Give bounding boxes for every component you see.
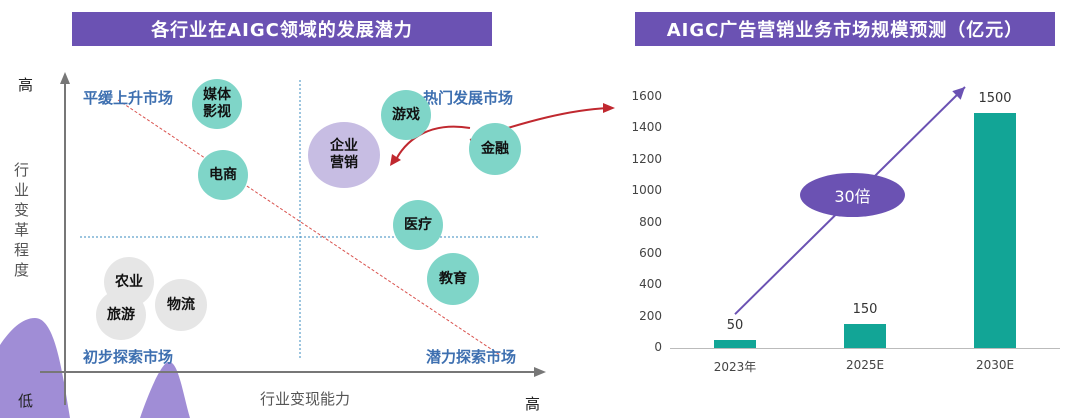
y-axis-label: 行 业 变 革 程 度 (14, 161, 32, 279)
y-tick-label: 1200 (631, 151, 662, 166)
bar-2023年 (714, 340, 756, 348)
curved-arrow-head (390, 154, 401, 166)
y-low-label: 低 (18, 392, 34, 410)
bubble-enterprise-marketing: 企业 营销 (308, 122, 380, 188)
y-tick-label: 400 (639, 277, 662, 292)
growth-annotation: 30倍 (800, 173, 905, 217)
bubble-game: 游戏 (381, 90, 431, 140)
bar-2030E (974, 112, 1016, 348)
y-axis-arrow (60, 72, 70, 84)
right-title-banner: AIGC广告营销业务市场规模预测（亿元） (635, 12, 1055, 46)
bubble-logistics: 物流 (155, 279, 207, 331)
y-tick-label: 1400 (631, 120, 662, 135)
decorative-wave-1 (0, 318, 70, 418)
bar-2025E (844, 324, 886, 348)
y-tick-label: 200 (639, 308, 662, 323)
x-tick-label: 2023年 (713, 360, 757, 374)
x-tick-label: 2025E (845, 358, 885, 372)
x-tick-label: 2030E (975, 358, 1015, 372)
link-arrow-head (603, 103, 615, 113)
quadrant-top-right-label: 热门发展市场 (423, 89, 514, 107)
bubble-ecommerce: 电商 (198, 150, 248, 200)
bar-value-label: 50 (726, 318, 744, 334)
decorative-wave-2 (140, 361, 190, 418)
bubble-finance: 金融 (469, 123, 521, 175)
trend-diagonal (117, 99, 501, 356)
y-tick-label: 1600 (631, 89, 662, 103)
y-tick-label: 800 (639, 214, 662, 229)
bar-value-label: 1500 (978, 90, 1012, 106)
x-high-label: 高 (525, 395, 541, 413)
y-tick-label: 600 (639, 245, 662, 260)
x-axis-baseline (670, 348, 1060, 349)
y-tick-label: 1000 (631, 183, 662, 198)
quadrant-bottom-right-label: 潜力探索市场 (426, 348, 517, 366)
quadrant-bottom-left-label: 初步探索市场 (83, 348, 174, 366)
y-tick-label: 0 (654, 340, 662, 354)
bubble-medical: 医疗 (393, 200, 443, 250)
quadrant-top-left-label: 平缓上升市场 (83, 89, 174, 107)
bar-value-label: 150 (852, 302, 878, 318)
x-axis-arrow (534, 367, 546, 377)
bubble-education: 教育 (427, 253, 479, 305)
bubble-tourism: 旅游 (96, 290, 146, 340)
y-high-label: 高 (18, 76, 34, 94)
left-title-banner: 各行业在AIGC领域的发展潜力 (72, 12, 492, 46)
bubble-media: 媒体 影视 (192, 79, 242, 129)
x-axis-label: 行业变现能力 (240, 388, 370, 409)
